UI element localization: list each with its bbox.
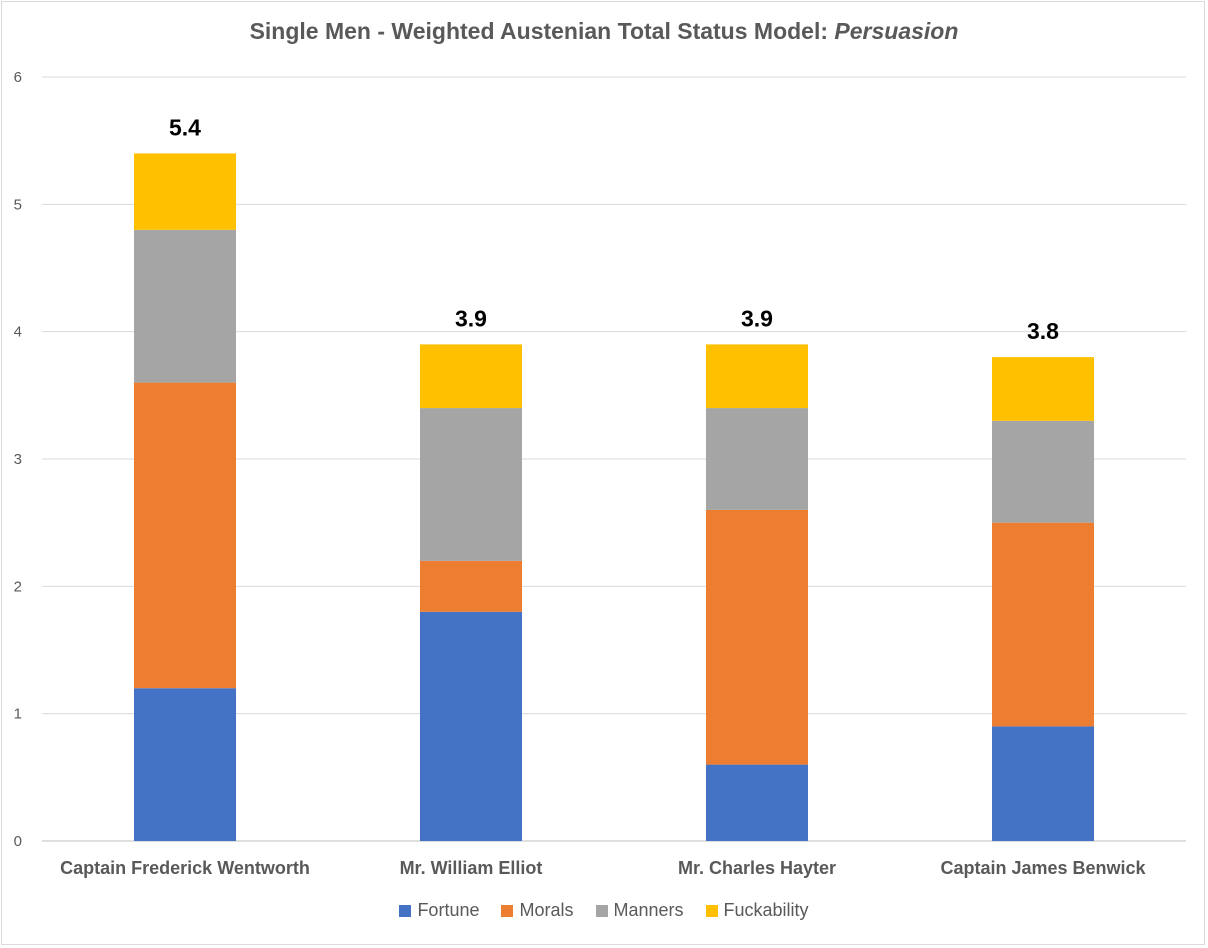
y-tick-label: 1 xyxy=(14,706,22,723)
bar-segment-fortune xyxy=(134,688,236,841)
bar-segment-fuckability xyxy=(420,344,522,409)
x-tick-label: Captain James Benwick xyxy=(940,858,1146,878)
bar-segment-morals xyxy=(420,560,522,612)
chart-legend: Fortune Morals Manners Fuckability xyxy=(0,900,1208,921)
chart-title-main: Single Men - Weighted Austenian Total St… xyxy=(249,18,835,44)
x-tick-label: Mr. Charles Hayter xyxy=(678,858,836,878)
total-data-label: 3.8 xyxy=(1027,318,1059,344)
chart-title-emphasis: Persuasion xyxy=(834,18,959,44)
bar-segment-fortune xyxy=(706,764,808,841)
y-tick-label: 0 xyxy=(14,833,22,850)
bar-segment-morals xyxy=(706,509,808,765)
legend-swatch xyxy=(501,904,514,917)
legend-item: Morals xyxy=(501,900,574,921)
bar-segment-morals xyxy=(992,522,1094,727)
bar-segment-manners xyxy=(134,229,236,383)
y-tick-label: 4 xyxy=(14,324,22,341)
bar-segment-fortune xyxy=(420,611,522,841)
bar-segment-fuckability xyxy=(134,153,236,230)
y-tick-label: 6 xyxy=(14,69,22,86)
legend-label: Fortune xyxy=(417,900,480,920)
y-tick-label: 3 xyxy=(14,451,22,468)
legend-item: Manners xyxy=(595,900,684,921)
legend-label: Manners xyxy=(613,900,684,920)
bar-segment-morals xyxy=(134,382,236,689)
legend-label: Fuckability xyxy=(723,900,809,920)
y-tick-label: 5 xyxy=(14,196,22,213)
bar-segment-manners xyxy=(706,408,808,510)
legend-item: Fuckability xyxy=(705,900,809,921)
total-data-label: 5.4 xyxy=(169,114,201,140)
x-tick-label: Mr. William Elliot xyxy=(400,858,543,878)
chart-title: Single Men - Weighted Austenian Total St… xyxy=(0,18,1208,45)
bar-segment-fuckability xyxy=(992,357,1094,421)
legend-swatch xyxy=(705,904,718,917)
bar-segment-manners xyxy=(992,420,1094,523)
legend-label: Morals xyxy=(519,900,574,920)
bar-segment-manners xyxy=(420,408,522,561)
legend-swatch xyxy=(595,904,608,917)
x-tick-label: Captain Frederick Wentworth xyxy=(60,858,310,878)
legend-item: Fortune xyxy=(399,900,479,921)
total-data-label: 3.9 xyxy=(455,305,487,331)
legend-swatch xyxy=(399,904,412,917)
total-data-label: 3.9 xyxy=(741,305,773,331)
y-tick-label: 2 xyxy=(14,578,22,595)
bar-segment-fortune xyxy=(992,726,1094,841)
bar-segment-fuckability xyxy=(706,344,808,409)
